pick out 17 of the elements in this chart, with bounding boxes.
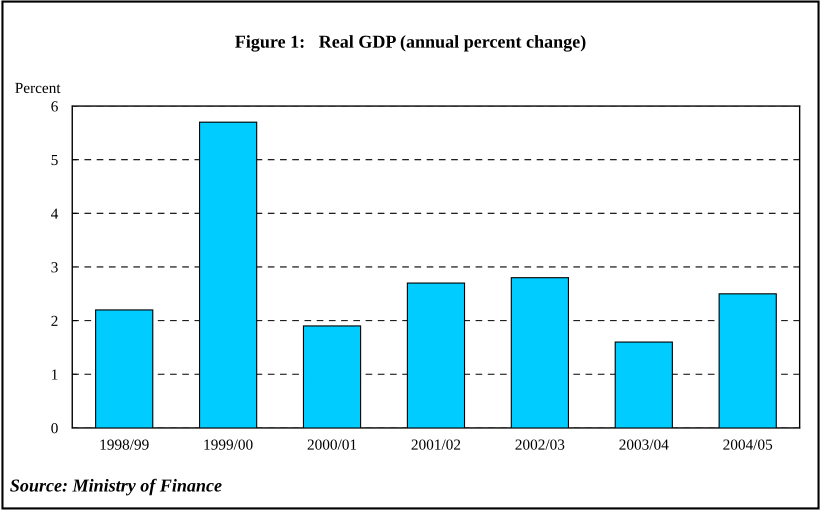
- x-tick-label: 1999/00: [204, 439, 253, 450]
- x-tick-label: 2000/01: [308, 439, 356, 450]
- y-tick-label: 1: [52, 369, 58, 380]
- y-tick-label: 0: [51, 423, 58, 434]
- x-tick-label: 2001/02: [412, 439, 460, 450]
- y-tick-label: 5: [52, 155, 58, 166]
- source-note: Source: Ministry of Finance: [10, 478, 222, 496]
- x-tick-label: 2003/04: [619, 439, 669, 450]
- y-tick-label: 2: [51, 316, 58, 326]
- chart-title: Figure 1: Real GDP (annual percent change): [235, 35, 586, 52]
- y-axis-title: Percent: [15, 82, 60, 94]
- x-tick-label: 2002/03: [516, 439, 564, 450]
- x-tick-label: 1998/99: [100, 439, 149, 450]
- y-tick-label: 4: [51, 208, 58, 219]
- x-tick-label: 2004/05: [723, 439, 772, 450]
- y-tick-label: 3: [51, 262, 58, 272]
- y-tick-label: 6: [51, 101, 58, 112]
